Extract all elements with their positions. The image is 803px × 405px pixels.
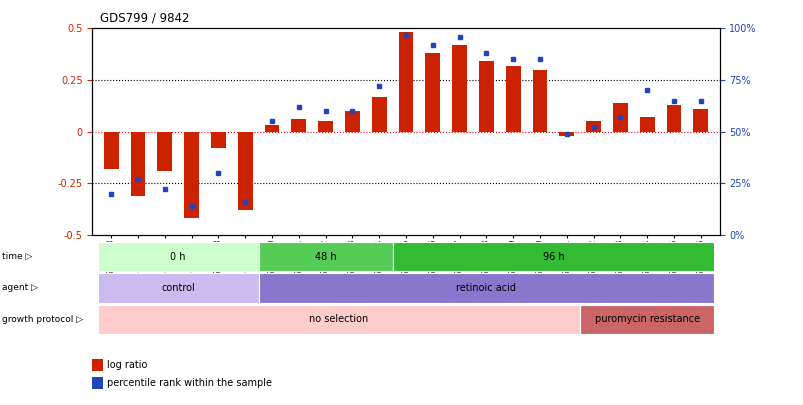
Bar <box>184 132 199 218</box>
Text: growth protocol ▷: growth protocol ▷ <box>2 315 83 324</box>
Bar <box>398 32 413 132</box>
Text: agent ▷: agent ▷ <box>2 284 38 292</box>
Bar <box>291 119 306 132</box>
Text: GDS799 / 9842: GDS799 / 9842 <box>100 11 190 24</box>
Bar <box>104 132 119 169</box>
Bar <box>318 122 332 132</box>
Bar <box>532 70 547 132</box>
Bar <box>693 109 707 132</box>
Bar <box>559 132 573 136</box>
Bar <box>130 132 145 196</box>
Bar <box>238 132 252 210</box>
Bar <box>344 111 360 132</box>
Text: 48 h: 48 h <box>315 252 336 262</box>
Bar <box>505 66 520 132</box>
Bar <box>210 132 226 148</box>
Text: puromycin resistance: puromycin resistance <box>594 314 699 324</box>
Bar <box>157 132 172 171</box>
Text: no selection: no selection <box>309 314 369 324</box>
Bar <box>666 105 681 132</box>
Bar <box>371 96 386 132</box>
Bar <box>479 62 493 132</box>
Text: 0 h: 0 h <box>170 252 185 262</box>
Text: 96 h: 96 h <box>542 252 564 262</box>
Bar <box>425 53 440 132</box>
Bar <box>451 45 467 132</box>
Text: retinoic acid: retinoic acid <box>456 283 516 293</box>
Text: control: control <box>161 283 195 293</box>
Text: log ratio: log ratio <box>107 360 147 370</box>
Bar <box>639 117 654 132</box>
Bar <box>613 103 627 132</box>
Text: time ▷: time ▷ <box>2 252 32 261</box>
Bar <box>264 126 279 132</box>
Bar <box>585 122 601 132</box>
Text: percentile rank within the sample: percentile rank within the sample <box>107 378 271 388</box>
